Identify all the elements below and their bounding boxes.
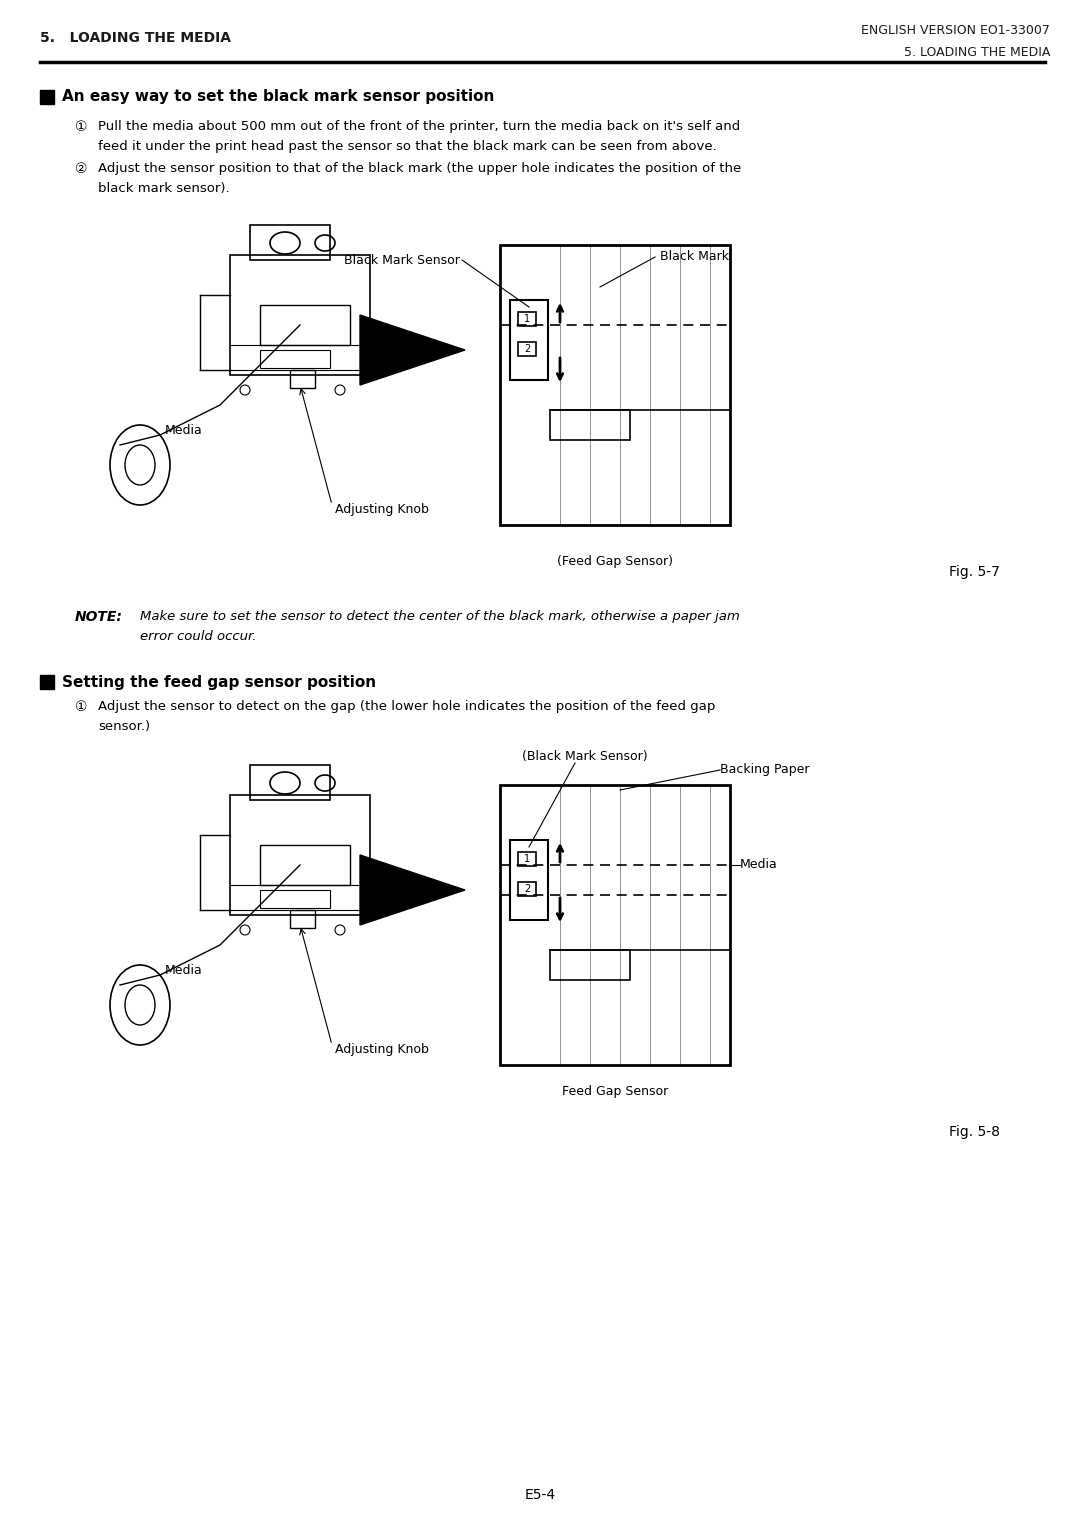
Bar <box>518 342 536 355</box>
Bar <box>40 90 54 104</box>
Text: sensor.): sensor.) <box>98 720 150 734</box>
Bar <box>510 300 548 380</box>
Text: (Black Mark Sensor): (Black Mark Sensor) <box>523 750 648 762</box>
Text: ②: ② <box>75 162 87 175</box>
Text: 2: 2 <box>524 884 530 894</box>
Text: black mark sensor).: black mark sensor). <box>98 181 230 195</box>
Text: Pull the media about 500 mm out of the front of the printer, turn the media back: Pull the media about 500 mm out of the f… <box>98 120 740 133</box>
Text: 5.   LOADING THE MEDIA: 5. LOADING THE MEDIA <box>40 30 231 46</box>
Text: Adjust the sensor position to that of the black mark (the upper hole indicates t: Adjust the sensor position to that of th… <box>98 162 741 175</box>
Bar <box>518 313 536 326</box>
Bar <box>518 881 536 897</box>
Bar <box>550 950 630 981</box>
Text: 1: 1 <box>524 854 530 865</box>
Text: Setting the feed gap sensor position: Setting the feed gap sensor position <box>62 674 376 689</box>
Text: Fig. 5-8: Fig. 5-8 <box>949 1125 1000 1139</box>
Text: (Feed Gap Sensor): (Feed Gap Sensor) <box>557 555 673 567</box>
Bar <box>550 410 630 441</box>
Polygon shape <box>360 856 465 926</box>
Text: Adjusting Knob: Adjusting Knob <box>335 1043 429 1057</box>
Text: Make sure to set the sensor to detect the center of the black mark, otherwise a : Make sure to set the sensor to detect th… <box>140 610 740 624</box>
Bar <box>249 226 330 259</box>
Text: NOTE:: NOTE: <box>75 610 123 624</box>
Text: Media: Media <box>165 424 203 436</box>
Bar <box>500 246 730 525</box>
Text: Backing Paper: Backing Paper <box>720 762 810 776</box>
Text: An easy way to set the black mark sensor position: An easy way to set the black mark sensor… <box>62 90 495 105</box>
Text: Adjusting Knob: Adjusting Knob <box>335 503 429 517</box>
Bar <box>260 891 330 907</box>
Text: Adjust the sensor to detect on the gap (the lower hole indicates the position of: Adjust the sensor to detect on the gap (… <box>98 700 715 714</box>
Bar <box>260 351 330 368</box>
Bar <box>518 852 536 866</box>
Text: E5-4: E5-4 <box>525 1488 555 1502</box>
Text: Media: Media <box>740 859 778 871</box>
Bar <box>291 910 315 929</box>
Text: 2: 2 <box>524 345 530 354</box>
Text: Black Mark: Black Mark <box>660 250 729 264</box>
Text: error could occur.: error could occur. <box>140 630 257 644</box>
Bar <box>40 676 54 689</box>
Bar <box>260 305 350 345</box>
Text: feed it under the print head past the sensor so that the black mark can be seen : feed it under the print head past the se… <box>98 140 717 153</box>
Text: Feed Gap Sensor: Feed Gap Sensor <box>562 1084 669 1098</box>
Text: ①: ① <box>75 120 87 134</box>
Bar <box>230 255 370 375</box>
Text: ①: ① <box>75 700 87 714</box>
Text: Black Mark Sensor: Black Mark Sensor <box>345 253 460 267</box>
Bar <box>260 845 350 884</box>
Text: 5. LOADING THE MEDIA: 5. LOADING THE MEDIA <box>904 46 1050 58</box>
Bar <box>291 371 315 387</box>
Bar <box>500 785 730 1064</box>
Text: Fig. 5-7: Fig. 5-7 <box>949 564 1000 580</box>
Bar <box>510 840 548 920</box>
Text: 1: 1 <box>524 314 530 323</box>
Polygon shape <box>360 316 465 384</box>
Bar <box>230 795 370 915</box>
Text: Media: Media <box>165 964 203 976</box>
Text: ENGLISH VERSION EO1-33007: ENGLISH VERSION EO1-33007 <box>861 23 1050 37</box>
Bar <box>249 766 330 801</box>
